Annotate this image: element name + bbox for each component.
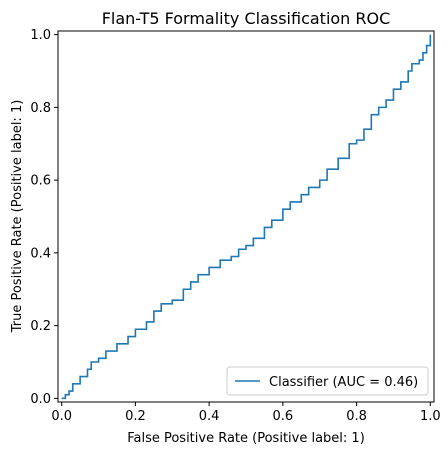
y-tick-label: 1.0 (30, 28, 51, 43)
y-tick-label: 0.2 (30, 319, 51, 334)
legend-box (226, 366, 429, 396)
x-tick-label: 0.0 (51, 409, 72, 424)
y-tick-label: 0.8 (30, 101, 51, 116)
x-axis-label: False Positive Rate (Positive label: 1) (127, 431, 365, 446)
chart-title: Flan-T5 Formality Classification ROC (102, 9, 391, 28)
x-tick-label: 0.4 (199, 409, 220, 424)
legend-entry: Classifier (AUC = 0.46) (269, 375, 418, 390)
x-tick-label: 0.6 (273, 409, 294, 424)
x-tick-label: 1.0 (420, 409, 441, 424)
legend: Classifier (AUC = 0.46) (226, 366, 429, 396)
y-tick-label: 0.4 (30, 246, 51, 261)
series-layer (61, 34, 432, 400)
y-axis-label: True Positive Rate (Positive label: 1) (10, 100, 25, 334)
x-axis: 0.0 0.2 0.4 0.6 0.8 1.0 (51, 402, 441, 424)
y-tick-label: 0.6 (30, 174, 51, 189)
plot-frame (57, 30, 435, 403)
roc-curve-line (61, 34, 432, 400)
x-tick-label: 0.2 (125, 409, 146, 424)
y-tick-label: 0.0 (30, 392, 51, 407)
y-axis: 0.0 0.2 0.4 0.6 0.8 1.0 (30, 28, 58, 407)
x-tick-label: 0.8 (346, 409, 367, 424)
